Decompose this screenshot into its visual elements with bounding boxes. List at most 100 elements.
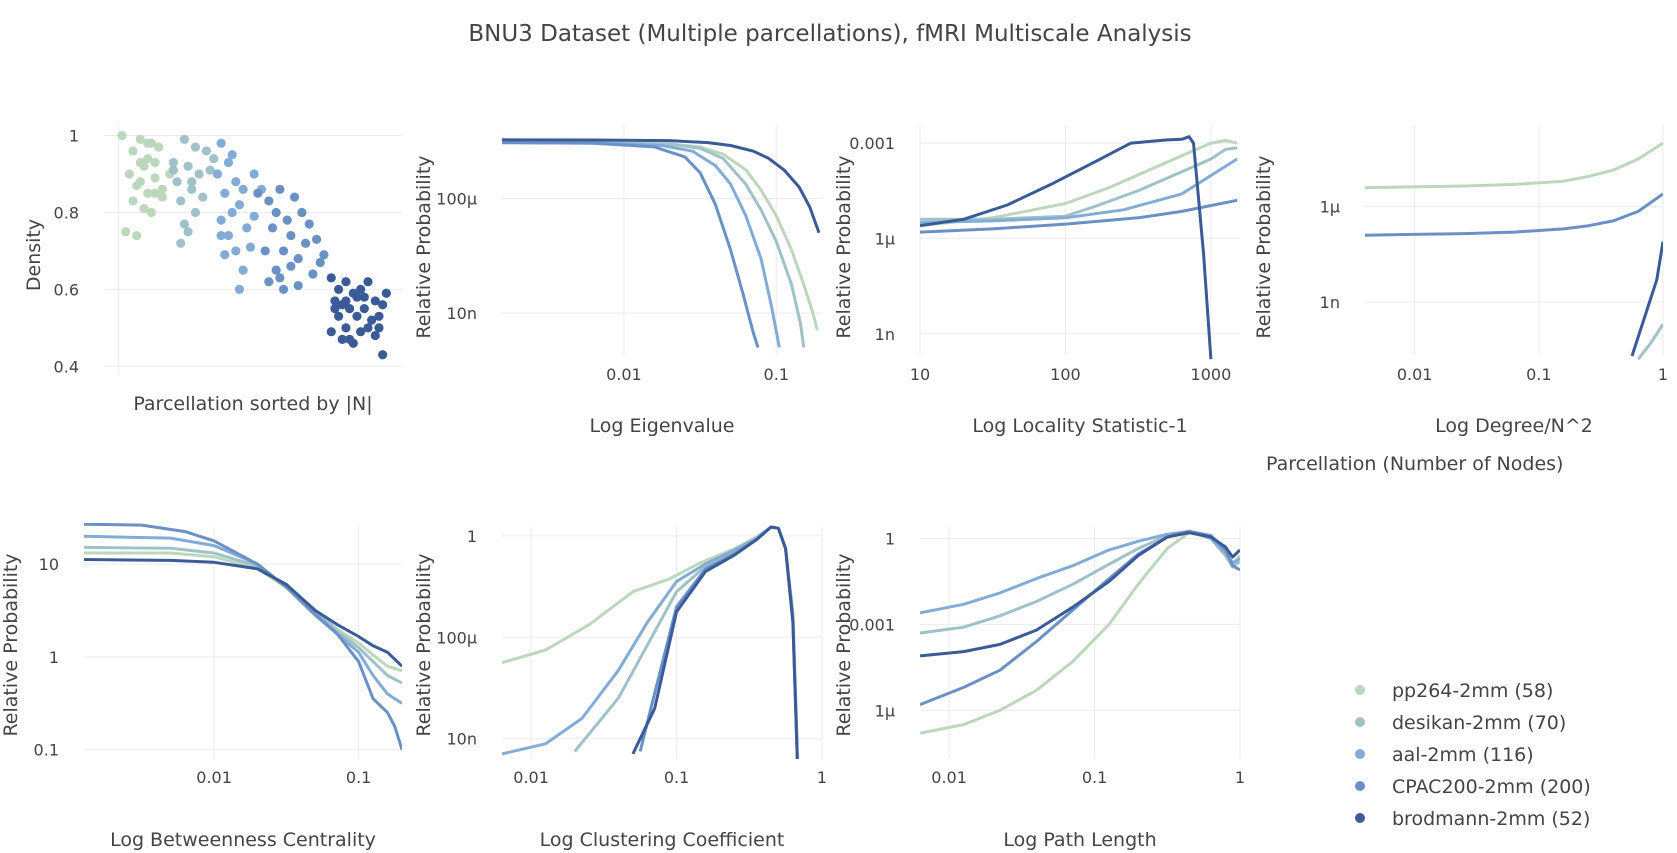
y-tick-label: 0.001 <box>849 134 895 153</box>
scatter-point <box>146 207 156 218</box>
scatter-point <box>150 157 160 168</box>
x-tick-label: 0.1 <box>1526 365 1551 384</box>
y-tick-label: 0.1 <box>34 741 59 760</box>
scatter-point <box>238 184 248 194</box>
legend-item[interactable]: pp264-2mm (58) <box>1355 680 1553 702</box>
x-tick-label: 0.1 <box>346 768 371 787</box>
x-tick-label: 0.01 <box>931 768 967 787</box>
y-axis-title: Relative Probability <box>1253 155 1275 338</box>
scatter-point <box>143 154 153 164</box>
scatter-point <box>282 215 292 225</box>
scatter-point <box>179 134 190 144</box>
scatter-point <box>341 296 351 306</box>
legend-item[interactable]: brodmann-2mm (52) <box>1355 808 1590 830</box>
scatter-point <box>231 177 241 187</box>
plot-area <box>920 135 1238 360</box>
y-tick-label: 100μ <box>436 189 477 208</box>
legend-item[interactable]: CPAC200-2mm (200) <box>1355 776 1591 798</box>
scatter-point <box>363 323 373 333</box>
x-tick-label: 10 <box>910 365 930 384</box>
scatter-point <box>216 215 226 225</box>
y-tick-label: 10 <box>39 555 59 574</box>
scatter-point <box>264 277 274 287</box>
scatter-point <box>209 154 219 164</box>
y-tick-label: 0.6 <box>54 280 79 299</box>
legend-marker <box>1355 781 1365 791</box>
scatter-point <box>198 192 208 202</box>
scatter-point <box>278 246 289 256</box>
x-tick-label: 0.01 <box>196 768 232 787</box>
scatter-point <box>356 284 366 294</box>
scatter-point <box>278 284 289 294</box>
scatter-point <box>286 230 296 241</box>
series-line-5 <box>84 558 402 668</box>
scatter-point <box>121 227 131 237</box>
x-axis-title: Log Path Length <box>1003 829 1156 851</box>
scatter-point <box>304 219 314 229</box>
scatter-point <box>128 146 138 156</box>
scatter-point <box>326 327 336 337</box>
y-tick-label: 10n <box>447 304 478 323</box>
y-axis-title: Density <box>23 219 45 291</box>
scatter-point <box>286 261 296 271</box>
x-axis-title: Parcellation sorted by |N| <box>133 393 372 415</box>
scatter-point <box>334 284 344 294</box>
series-line-4 <box>638 525 799 760</box>
scatter-point <box>267 223 278 233</box>
scatter-point <box>135 177 145 187</box>
scatter-point <box>234 200 245 210</box>
x-tick-label: 1 <box>1658 365 1668 384</box>
subplot-2: 0.01 0.1 10n 100μ Log Eigenvalue Relative Pro… <box>413 124 822 437</box>
scatter-point <box>359 292 369 302</box>
scatter-point <box>223 230 234 241</box>
scatter-point <box>330 296 340 306</box>
scatter-point <box>227 207 237 218</box>
legend-label: desikan-2mm (70) <box>1392 712 1566 734</box>
scatter-point <box>227 150 237 160</box>
x-axis-title: Log Degree/N^2 <box>1435 415 1593 437</box>
x-tick-label: 0.01 <box>606 365 642 384</box>
scatter-point <box>201 146 212 156</box>
scatter-point <box>128 196 138 206</box>
scatter-point <box>308 269 318 279</box>
series-line-5 <box>631 525 799 760</box>
y-axis-title: Relative Probability <box>833 553 855 736</box>
scatter-point <box>315 257 325 268</box>
x-tick-label: 0.1 <box>764 365 789 384</box>
scatter-point <box>157 192 167 202</box>
legend-label: CPAC200-2mm (200) <box>1392 776 1591 798</box>
scatter-point <box>245 242 256 252</box>
series-line-4 <box>920 198 1238 234</box>
series-line-3 <box>920 157 1238 224</box>
scatter-point <box>220 188 230 198</box>
y-axis-title: Relative Probability <box>413 155 435 338</box>
legend-item[interactable]: desikan-2mm (70) <box>1355 712 1566 734</box>
scatter-point <box>381 288 391 298</box>
scatter-point <box>275 184 285 194</box>
scatter-point <box>187 184 197 194</box>
scatter-point <box>172 177 182 187</box>
plot-area <box>502 525 799 760</box>
legend-item[interactable]: aal-2mm (116) <box>1355 744 1534 766</box>
scatter-point <box>370 296 380 306</box>
scatter-point <box>135 157 145 168</box>
scatter-point <box>319 250 329 260</box>
scatter-point <box>352 311 362 321</box>
y-axis-title: Relative Probability <box>833 155 855 338</box>
chart-title: BNU3 Dataset (Multiple parcellations), f… <box>468 21 1191 47</box>
scatter-point <box>293 280 303 291</box>
plot-area <box>1365 141 1663 360</box>
series-line-5 <box>1630 241 1663 357</box>
y-tick-label: 0.8 <box>54 203 79 222</box>
scatter-point <box>117 130 127 141</box>
plot-area <box>117 130 391 360</box>
series-line-2 <box>920 146 1238 221</box>
x-tick-label: 0.01 <box>513 768 549 787</box>
y-tick-label: 1μ <box>1320 198 1340 217</box>
series-line-5 <box>502 138 821 234</box>
scatter-point <box>157 184 167 194</box>
scatter-point <box>352 292 362 302</box>
legend: pp264-2mm (58) desikan-2mm (70) aal-2mm (1… <box>1355 680 1591 830</box>
legend-label: pp264-2mm (58) <box>1392 680 1553 702</box>
subplot-6: 0.01 0.1 1 10n 100μ 1 Log Clustering Coefficie… <box>413 525 827 851</box>
